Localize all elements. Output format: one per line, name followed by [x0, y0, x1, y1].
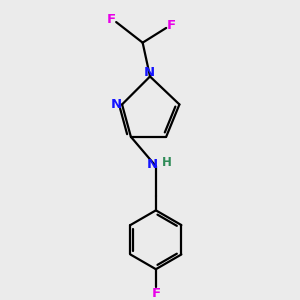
Text: N: N: [111, 98, 122, 111]
Text: F: F: [167, 19, 176, 32]
Text: F: F: [151, 287, 160, 300]
Text: H: H: [162, 156, 172, 169]
Text: N: N: [144, 67, 155, 80]
Text: F: F: [106, 13, 116, 26]
Text: N: N: [147, 158, 158, 171]
